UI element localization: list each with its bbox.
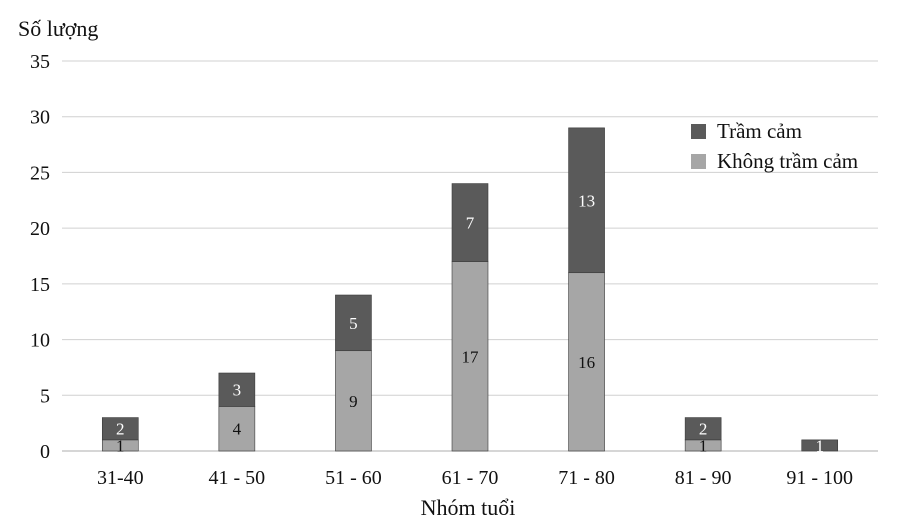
legend-swatch	[691, 154, 706, 169]
data-label: 1	[116, 436, 125, 455]
y-tick-label: 0	[40, 441, 50, 463]
bar-segment	[335, 350, 372, 452]
y-tick-label: 20	[30, 218, 50, 240]
x-tick-label: 81 - 90	[675, 467, 732, 489]
legend-swatch	[691, 124, 706, 139]
data-label: 7	[466, 214, 475, 233]
y-tick-label: 35	[30, 51, 50, 73]
x-tick-label: 71 - 80	[558, 467, 615, 489]
data-label: 2	[116, 420, 125, 439]
data-label: 17	[462, 347, 480, 366]
x-tick-label: 31-40	[97, 467, 144, 489]
bar-segment	[451, 183, 489, 262]
bar-segment	[335, 294, 372, 352]
data-label: 1	[699, 436, 708, 455]
data-label: 2	[699, 420, 708, 439]
data-label: 3	[233, 381, 242, 400]
x-tick-label: 61 - 70	[442, 467, 499, 489]
data-label: 13	[578, 191, 595, 210]
y-axis-title: Số lượng	[18, 16, 98, 41]
legend-label: Không trầm cảm	[717, 149, 858, 173]
bar-segment	[101, 417, 139, 441]
data-label: 9	[349, 392, 358, 411]
data-label: 4	[233, 420, 242, 439]
legend: Trầm cảm Không trầm cảm	[691, 119, 858, 173]
bar-segment	[684, 417, 722, 441]
bar-segment	[801, 439, 839, 452]
bars	[101, 127, 839, 452]
bar-segment	[568, 127, 605, 274]
y-tick-label: 15	[30, 274, 50, 296]
x-axis-title: Nhóm tuổi	[421, 495, 516, 520]
x-tick-label: 51 - 60	[325, 467, 382, 489]
bar-segment	[568, 272, 605, 452]
y-tick-label: 30	[30, 107, 50, 129]
y-tick-label: 5	[40, 385, 50, 407]
bar-segment	[218, 372, 256, 407]
data-label: 16	[578, 353, 595, 372]
x-tick-label: 91 - 100	[786, 467, 853, 489]
data-label: 5	[349, 314, 358, 333]
y-tick-label: 25	[30, 162, 50, 184]
x-tick-label: 41 - 50	[209, 467, 266, 489]
legend-label: Trầm cảm	[717, 119, 802, 143]
data-label: 1	[815, 436, 824, 455]
y-tick-label: 10	[30, 330, 50, 352]
